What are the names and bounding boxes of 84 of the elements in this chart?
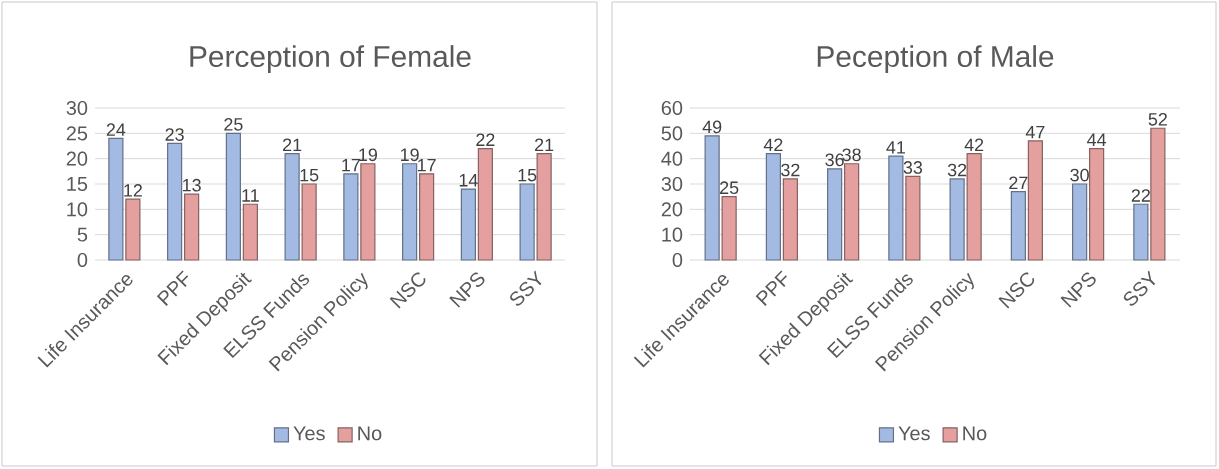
bar <box>225 132 241 261</box>
bar <box>301 183 317 261</box>
bar <box>360 163 376 261</box>
bar <box>844 163 860 261</box>
y-tick-label: 10 <box>662 227 683 242</box>
data-label: 42 <box>763 138 783 151</box>
data-label: 19 <box>359 148 377 162</box>
data-label: 47 <box>1025 125 1045 139</box>
y-tick-label: 0 <box>672 252 683 268</box>
data-label: 49 <box>702 120 722 134</box>
data-label: 19 <box>401 148 419 162</box>
legend-label: Yes <box>293 426 325 441</box>
bar <box>184 193 200 261</box>
bar <box>765 153 781 261</box>
data-label: 15 <box>300 168 319 182</box>
data-label: 42 <box>964 138 984 151</box>
data-label: 36 <box>825 153 844 167</box>
bar <box>782 178 798 261</box>
bar <box>1150 127 1166 261</box>
bar <box>536 152 552 261</box>
y-tick-label: 60 <box>661 100 683 116</box>
bar <box>905 175 921 261</box>
data-label: 24 <box>106 123 126 136</box>
legend-label: No <box>963 426 987 441</box>
chart-title: Peception of Male <box>817 45 1054 73</box>
y-tick-label: 25 <box>66 126 88 141</box>
data-label: 25 <box>720 181 739 195</box>
bar <box>721 196 737 261</box>
data-label: 38 <box>842 148 861 162</box>
bar <box>419 173 435 261</box>
chart-title: Perception of Female <box>190 45 471 73</box>
bar <box>888 155 904 261</box>
data-label: 17 <box>342 158 360 172</box>
y-tick-label: 10 <box>67 202 88 217</box>
bar <box>1027 140 1043 261</box>
bar <box>125 198 141 261</box>
data-label: 12 <box>124 184 142 197</box>
bar <box>460 188 476 261</box>
data-label: 11 <box>242 189 259 202</box>
data-label: 22 <box>1131 189 1150 202</box>
y-tick-label: 5 <box>77 227 88 242</box>
y-tick-label: 30 <box>66 100 88 116</box>
y-tick-label: 0 <box>77 252 88 268</box>
bar <box>827 168 843 261</box>
data-label: 25 <box>224 118 243 131</box>
data-label: 52 <box>1148 112 1167 126</box>
bar <box>704 135 720 261</box>
bar <box>284 152 300 261</box>
bar <box>108 137 124 261</box>
bar <box>1089 147 1105 261</box>
y-tick-label: 15 <box>67 177 88 191</box>
data-label: 23 <box>165 128 184 141</box>
y-tick-label: 40 <box>661 151 683 166</box>
y-tick-label: 20 <box>661 202 683 217</box>
data-label: 41 <box>886 141 905 154</box>
data-label: 32 <box>781 163 800 177</box>
y-tick-label: 30 <box>661 176 683 192</box>
data-label: 32 <box>947 163 967 177</box>
data-label: 27 <box>1009 176 1028 189</box>
bar <box>949 178 965 261</box>
data-label: 21 <box>535 138 554 151</box>
data-label: 22 <box>476 133 495 146</box>
bar <box>402 163 418 261</box>
bar <box>343 173 359 261</box>
legend-label: No <box>358 426 382 441</box>
bar <box>477 147 493 261</box>
bar <box>519 183 535 261</box>
data-label: 33 <box>903 161 923 174</box>
data-label: 13 <box>183 178 201 192</box>
y-tick-label: 20 <box>66 151 88 166</box>
data-label: 21 <box>283 138 302 151</box>
bar <box>167 142 183 261</box>
bar <box>1072 183 1088 261</box>
legend-label: Yes <box>898 426 930 441</box>
bar <box>1010 191 1026 261</box>
data-label: 30 <box>1070 168 1089 182</box>
data-label: 14 <box>459 174 478 187</box>
data-label: 44 <box>1087 133 1107 146</box>
data-label: 17 <box>418 158 436 172</box>
bar <box>242 203 258 261</box>
bar <box>966 153 982 261</box>
bar <box>1133 203 1149 261</box>
data-label: 15 <box>518 168 537 182</box>
y-tick-label: 50 <box>661 126 683 141</box>
